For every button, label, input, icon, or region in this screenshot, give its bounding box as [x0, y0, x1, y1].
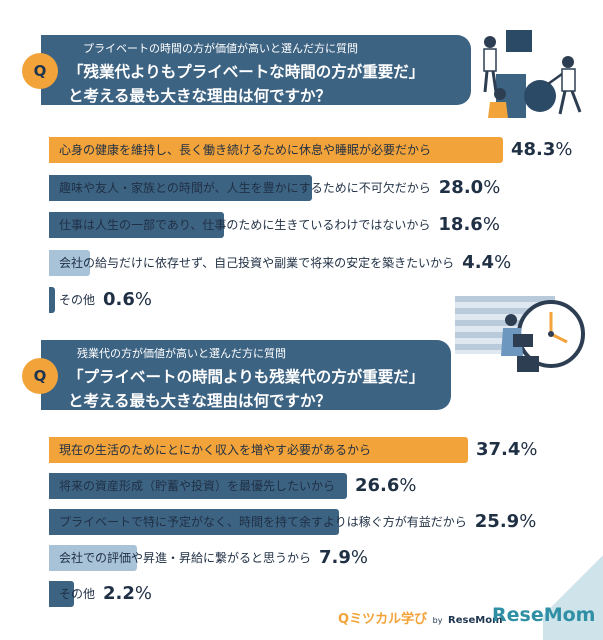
bar-label: 趣味や友人・家族との時間が、人生を豊かにするために不可欠だから: [59, 181, 431, 195]
bar-value-number: 28.0: [438, 177, 484, 198]
bar-label: その他: [59, 293, 96, 307]
bar-value-unit: %: [520, 439, 538, 460]
person-leg: [570, 90, 582, 113]
brand-by: by: [432, 616, 443, 625]
bar-value-unit: %: [399, 475, 417, 496]
bar-label: その他: [59, 587, 96, 601]
person-leg: [483, 70, 489, 93]
brand-logo-mitsukaru: Qミツカル学び by ReseMom: [338, 608, 503, 627]
bar-label: 将来の資産形成（貯蓄や投資）を最優先したいから: [59, 479, 336, 493]
brand-main: ミツカル学び: [349, 612, 428, 627]
bar-value-number: 37.4: [476, 439, 521, 460]
bar-value-number: 7.9: [319, 547, 351, 568]
bar-value-number: 0.6: [103, 289, 135, 310]
bar-value-number: 25.9: [474, 511, 520, 532]
bar-label: 仕事は人生の一部であり、仕事のために生きているわけではないから: [59, 218, 431, 232]
question-subtitle-2: 残業代の方が価値が高いと選んだ方に質問: [77, 347, 286, 360]
person-leg: [491, 70, 498, 93]
illustration-clock-worker: [501, 300, 585, 372]
bar-value-number: 48.3: [511, 139, 556, 160]
bar-value-number: 18.6: [438, 214, 483, 235]
bar-value-number: 26.6: [355, 475, 400, 496]
block-shape: [506, 30, 532, 52]
laptop-icon: [513, 334, 533, 347]
bar-label: 心身の健康を維持し、長く働き続けるために休息や睡眠が必要だから: [59, 143, 432, 157]
question-title-2-line2: と考える最も大きな理由は何ですか？: [68, 392, 332, 410]
bar: [49, 581, 74, 607]
bar-value-label: 7.9%: [319, 545, 368, 571]
person-body: [561, 68, 576, 92]
bar: [49, 175, 312, 201]
decor-teal-corner: [543, 530, 603, 640]
person-head: [494, 88, 506, 100]
bar-label: 現在の生活のためにとにかく収入を増やす必要があるから: [59, 443, 372, 457]
bar-value-label: 18.6%: [438, 212, 500, 238]
bar: [49, 287, 55, 313]
bar-value-unit: %: [134, 289, 153, 310]
bar-value-unit: %: [482, 214, 500, 235]
bar-value-unit: %: [350, 547, 369, 568]
bar-value-label: 28.0%: [439, 175, 501, 201]
bar-label: プライベートで特に予定がなく、時間を持て余すよりは稼ぐ方が有益だから: [59, 515, 467, 529]
question-subtitle-1: プライベートの時間の方が価値が高いと選んだ方に質問: [83, 42, 358, 55]
block-shape: [524, 80, 556, 112]
bar: [49, 437, 468, 463]
stool-shape: [517, 356, 539, 372]
question-badge-1: Q: [22, 53, 58, 89]
bar-value-label: 4.4%: [462, 250, 511, 276]
person-head: [484, 36, 496, 48]
bar: [49, 509, 339, 535]
bar-label: 会社での評価や昇進・昇給に繋がると思うから: [59, 551, 312, 565]
illustration-teamwork: [483, 30, 582, 118]
bar-value-label: 2.2%: [103, 581, 152, 607]
question-banner-1: [41, 35, 471, 105]
bar-value-unit: %: [494, 252, 512, 273]
question-badge-2: Q: [22, 358, 58, 394]
person-body: [483, 48, 497, 72]
person-head: [562, 56, 574, 68]
magnifier-icon: Q: [338, 612, 350, 627]
person-body: [488, 102, 508, 118]
bar-value-label: 0.6%: [103, 287, 152, 313]
bar-value-label: 37.4%: [476, 437, 538, 463]
bar: [49, 545, 137, 571]
bar-value-number: 2.2: [103, 583, 135, 604]
bar: [49, 250, 90, 276]
bar-value-number: 4.4: [462, 252, 495, 273]
bar-value-label: 25.9%: [475, 509, 537, 535]
brand-sub: ReseMom: [448, 615, 503, 626]
bar-label: 会社の給与だけに依存せず、自己投資や副業で将来の安定を築きたいから: [59, 256, 455, 270]
bar: [49, 137, 503, 163]
bar-value-unit: %: [519, 511, 537, 532]
bar-value-unit: %: [555, 139, 573, 160]
person-arm: [547, 72, 563, 86]
person-head: [505, 314, 517, 326]
bar-value-unit: %: [134, 583, 153, 604]
question-banner-2: [41, 340, 451, 410]
bar: [49, 473, 347, 499]
question-title-1-line2: と考える最も大きな理由は何ですか？: [68, 87, 332, 105]
question-title-1-line1: 「残業代よりもプライベートな時間の方が重要だ」: [68, 63, 425, 81]
bar-value-label: 26.6%: [355, 473, 417, 499]
bar-value-unit: %: [483, 177, 501, 198]
person-leg: [558, 90, 567, 115]
question-title-2-line1: 「プライベートの時間よりも残業代の方が重要だ」: [68, 368, 425, 386]
bar-value-label: 48.3%: [511, 137, 573, 163]
bar: [49, 212, 224, 238]
brand-logo-resemom: ReseMom: [492, 604, 596, 626]
